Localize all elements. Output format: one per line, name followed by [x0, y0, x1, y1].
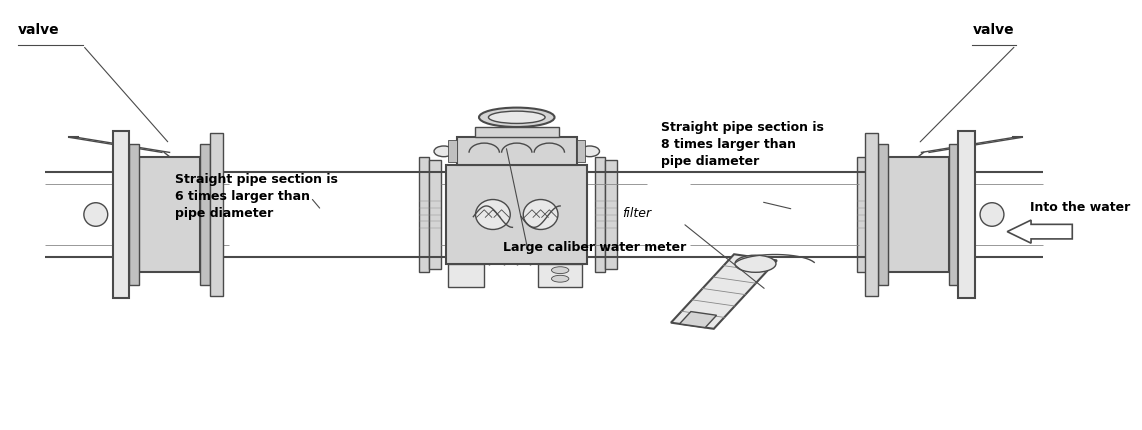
Bar: [949, 144, 958, 286]
Bar: [210, 134, 223, 296]
Bar: [958, 132, 974, 298]
Ellipse shape: [735, 255, 775, 273]
Bar: [867, 160, 879, 270]
Text: Straight pipe section is
8 times larger than
pipe diameter: Straight pipe section is 8 times larger …: [661, 121, 823, 168]
Bar: [457, 138, 577, 166]
Bar: [113, 132, 129, 298]
Ellipse shape: [434, 147, 453, 157]
Bar: [200, 144, 210, 286]
Bar: [449, 264, 484, 288]
Polygon shape: [679, 312, 716, 328]
Text: valve: valve: [973, 23, 1014, 37]
FancyArrow shape: [1007, 221, 1072, 244]
Bar: [139, 157, 200, 273]
Text: Into the water: Into the water: [1030, 200, 1131, 213]
Bar: [447, 166, 587, 264]
Bar: [419, 157, 429, 273]
Bar: [448, 141, 457, 163]
Bar: [887, 157, 949, 273]
Bar: [577, 141, 586, 163]
Ellipse shape: [980, 203, 1004, 227]
Ellipse shape: [478, 108, 555, 128]
Circle shape: [552, 267, 569, 274]
Text: Straight pipe section is
6 times larger than
pipe diameter: Straight pipe section is 6 times larger …: [175, 172, 338, 219]
Bar: [604, 160, 617, 270]
Bar: [429, 160, 441, 270]
Bar: [858, 157, 867, 273]
Ellipse shape: [523, 200, 558, 230]
Polygon shape: [671, 255, 777, 329]
Circle shape: [552, 276, 569, 283]
Ellipse shape: [475, 200, 510, 230]
Ellipse shape: [580, 147, 600, 157]
Ellipse shape: [83, 203, 107, 227]
Text: filter: filter: [622, 206, 651, 219]
Bar: [475, 127, 558, 138]
Bar: [864, 134, 878, 296]
Bar: [539, 264, 582, 288]
Bar: [878, 144, 887, 286]
Bar: [129, 144, 139, 286]
Bar: [595, 157, 604, 273]
Text: valve: valve: [17, 23, 59, 37]
Text: Large caliber water meter: Large caliber water meter: [502, 241, 686, 254]
Ellipse shape: [489, 112, 545, 124]
